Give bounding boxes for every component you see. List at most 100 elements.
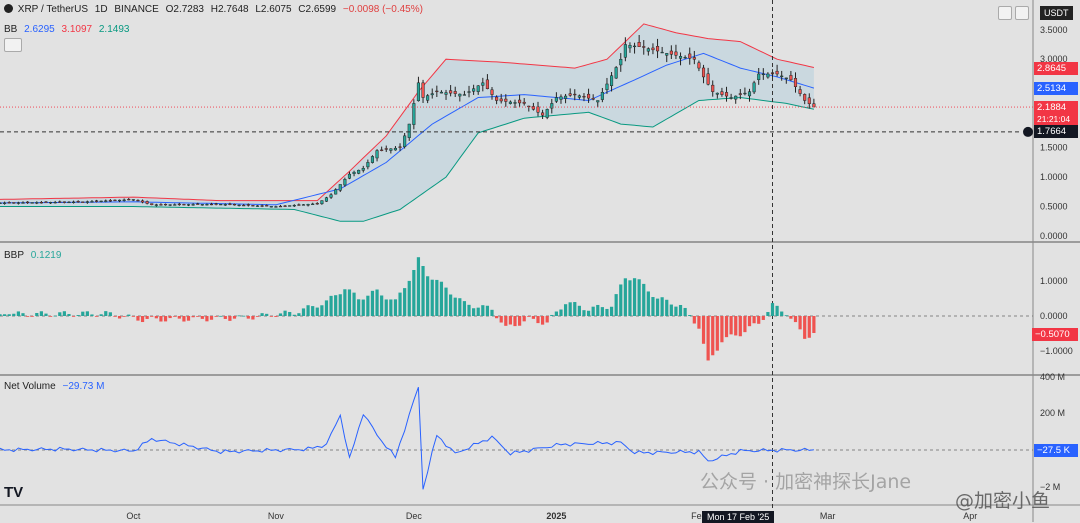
bbp-bar [357, 299, 361, 316]
bbp-bar [734, 316, 738, 336]
bbp-bar [623, 278, 627, 316]
bbp-bar [370, 290, 375, 316]
bbp-bar [701, 316, 706, 344]
time-axis-label: Dec [406, 511, 423, 521]
bbp-bar [545, 316, 549, 323]
bbp-bar [265, 313, 269, 316]
candle-body [697, 62, 701, 69]
bbp-bar [39, 311, 43, 316]
bbp-bar [99, 314, 103, 316]
candle-body [375, 150, 379, 159]
bbp-bar [177, 316, 181, 319]
candle-body [200, 204, 204, 206]
bbp-bar [292, 314, 296, 316]
candle-body [421, 82, 425, 98]
layout-icon[interactable] [998, 6, 1012, 20]
bbp-bar [711, 316, 715, 356]
symbol-name[interactable]: XRP / TetherUS [17, 4, 89, 15]
candle-body [577, 95, 581, 98]
collapse-icon[interactable] [4, 38, 22, 52]
candle-body [30, 202, 34, 204]
candle-body [587, 93, 591, 99]
candle-body [600, 91, 604, 100]
candle-body [467, 91, 471, 93]
bb-label: BB [4, 24, 18, 35]
bbp-bar [522, 316, 526, 322]
time-axis-label: Mar [820, 511, 836, 521]
candle-body [582, 96, 586, 98]
bbp-bar [513, 316, 517, 327]
currency-badge[interactable]: USDT [1040, 6, 1073, 20]
interval[interactable]: 1D [94, 4, 108, 15]
bbp-bar [44, 313, 48, 316]
bbp-bar [403, 288, 407, 316]
candle-body [338, 184, 342, 191]
bbp-bar [25, 316, 30, 317]
bbp-bar [67, 314, 71, 316]
candle-body [297, 204, 301, 206]
bbp-bar [205, 316, 209, 322]
candle-body [430, 93, 434, 96]
candle-body [292, 204, 296, 207]
net-volume-legend[interactable]: Net Volume −29.73 M [4, 381, 108, 392]
bbp-bar [251, 316, 255, 320]
bbp-bar [476, 307, 480, 316]
settings-icon[interactable] [1015, 6, 1029, 20]
bbp-bar [467, 304, 471, 316]
candle-body [159, 204, 163, 206]
candle-body [476, 85, 480, 92]
candle-body [564, 95, 568, 99]
bbp-bar [7, 314, 11, 316]
time-axis-label: Oct [126, 511, 141, 521]
candle-body [278, 205, 283, 208]
candle-body [757, 73, 761, 80]
bb-legend[interactable]: BB 2.6295 3.1097 2.1493 [4, 24, 133, 35]
bbp-bar [186, 316, 191, 321]
bbp-bar [269, 316, 273, 317]
candle-body [591, 98, 595, 100]
bb-basis-price-tag: 2.5134 [1034, 82, 1078, 95]
candle-body [720, 91, 724, 95]
candle-body [724, 92, 729, 97]
bbp-bar [76, 315, 80, 316]
bbp-bar [527, 316, 531, 317]
candle-body [113, 199, 117, 202]
bb-fill [0, 23, 814, 222]
candle-body [678, 56, 683, 59]
candle-body [766, 73, 770, 78]
candle-body [173, 204, 177, 206]
candle-body [329, 194, 333, 198]
bbp-bar [609, 306, 614, 316]
candle-body [642, 46, 646, 48]
bbp-legend[interactable]: BBP 0.1219 [4, 250, 65, 261]
bbp-bar [444, 287, 448, 316]
candle-body [177, 203, 181, 206]
candle-body [320, 200, 324, 205]
bbp-bar [94, 316, 99, 317]
bbp-bar [329, 295, 333, 316]
bbp-bar [784, 315, 788, 317]
bbp-bar [71, 316, 76, 317]
candle-body [163, 203, 168, 206]
candle-body [550, 103, 554, 109]
candle-body [311, 203, 315, 205]
candle-body [499, 98, 503, 102]
candle-body [12, 202, 16, 204]
bbp-bar [62, 311, 66, 316]
bbp-bar [453, 297, 457, 316]
bbp-bar [793, 316, 798, 323]
bb-lower-line [0, 96, 815, 222]
candle-body [85, 201, 89, 203]
bbp-bar [246, 316, 250, 319]
bbp-bar [113, 316, 117, 317]
bbp-bar [81, 311, 85, 316]
candle-body [462, 94, 466, 96]
candle-body [412, 103, 416, 125]
candle-body [26, 201, 30, 204]
candle-body [251, 205, 255, 207]
candle-body [610, 75, 614, 86]
bbp-bar [278, 313, 283, 316]
bbp-bar [472, 308, 476, 316]
bb-upper-price-tag: 2.8645 [1034, 62, 1078, 75]
